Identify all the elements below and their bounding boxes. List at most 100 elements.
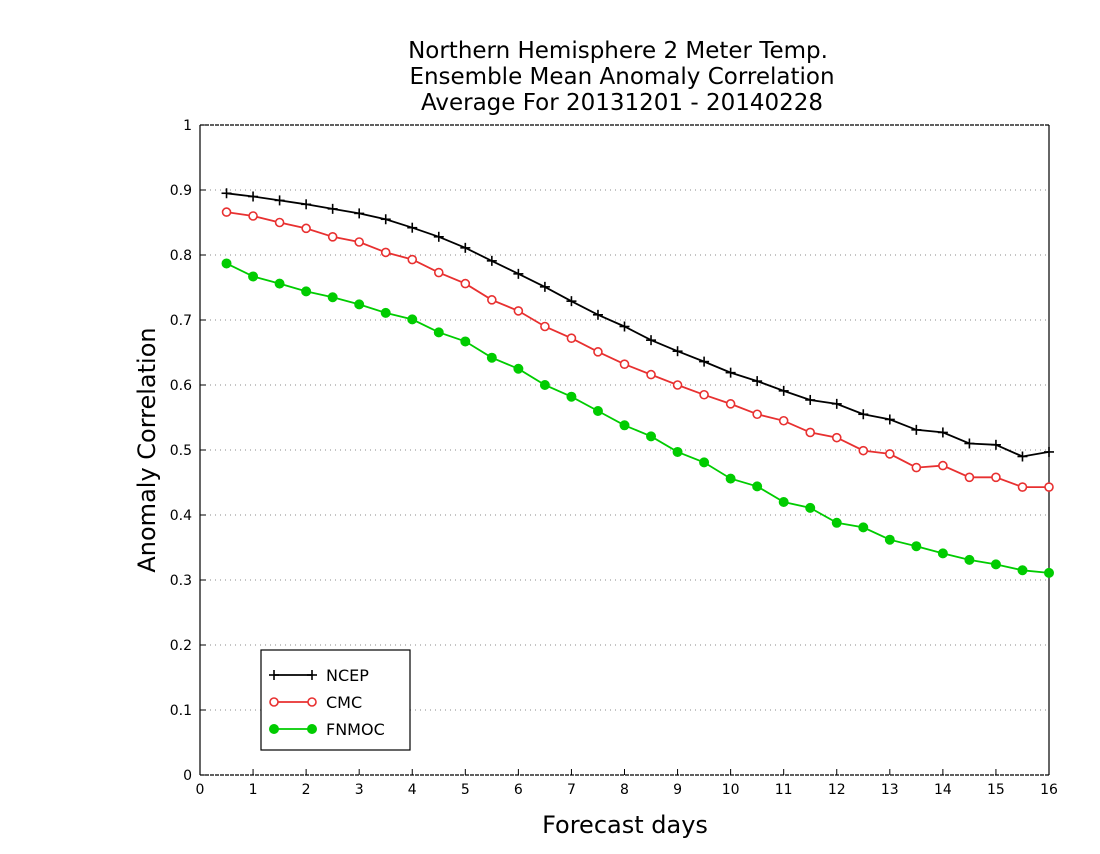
data-point-cmc-4 (327, 232, 338, 242)
data-point-fnmoc-15 (619, 420, 630, 431)
data-point-cmc-11 (513, 306, 524, 316)
data-point-fnmoc-2 (274, 278, 285, 289)
data-point-cmc-6 (380, 247, 391, 258)
data-point-fnmoc-4 (327, 292, 338, 303)
data-point-ncep-19 (725, 367, 736, 378)
data-point-cmc-15 (619, 359, 630, 370)
data-point-cmc-5 (354, 237, 364, 247)
data-point-fnmoc-17 (672, 446, 683, 457)
data-point-cmc-19 (725, 399, 736, 409)
legend-marker-start-fnmoc (269, 724, 279, 734)
y-tick-label-9: 0.9 (170, 183, 192, 199)
y-tick-label-8: 0.8 (170, 248, 192, 264)
x-tick-label-8: 8 (620, 782, 629, 798)
data-point-cmc-25 (885, 449, 895, 459)
data-point-ncep-1 (248, 191, 259, 202)
y-tick-label-3: 0.3 (170, 573, 192, 589)
data-point-ncep-16 (646, 335, 657, 346)
x-tick-label-10: 10 (722, 782, 740, 798)
series-line-fnmoc (226, 262, 1050, 574)
x-tick-label-5: 5 (461, 782, 470, 798)
data-point-ncep-26 (911, 424, 922, 435)
series-cmc (221, 207, 1054, 492)
legend-marker-start-ncep (269, 670, 279, 680)
data-point-cmc-21 (778, 415, 789, 426)
data-point-fnmoc-13 (566, 391, 577, 402)
gridlines (200, 189, 1049, 711)
data-point-cmc-10 (487, 295, 497, 305)
legend-box (260, 649, 411, 751)
data-point-fnmoc-5 (354, 299, 365, 310)
legend-label-ncep: NCEP (326, 666, 369, 685)
data-point-fnmoc-26 (911, 541, 922, 552)
data-point-ncep-31 (1044, 446, 1054, 457)
data-point-fnmoc-23 (831, 517, 842, 528)
data-point-cmc-28 (964, 472, 975, 483)
y-tick-label-0: 0 (183, 768, 192, 784)
data-point-ncep-7 (407, 222, 418, 233)
data-point-ncep-14 (592, 309, 603, 320)
data-point-ncep-0 (221, 188, 232, 199)
y-axis-ticks: 0 0.1 0.2 0.3 0.4 0.5 0.6 0.7 0.8 0.9 1 (170, 118, 206, 784)
data-point-ncep-6 (380, 214, 391, 225)
x-tick-label-13: 13 (881, 782, 899, 798)
data-point-fnmoc-18 (699, 457, 710, 468)
x-axis-label: Forecast days (542, 811, 708, 839)
y-tick-label-4: 0.4 (170, 508, 192, 524)
data-point-fnmoc-28 (964, 554, 975, 565)
data-point-fnmoc-11 (513, 363, 524, 374)
data-point-cmc-16 (646, 369, 656, 380)
data-point-fnmoc-30 (1017, 565, 1028, 576)
x-axis-ticks: 0 1 2 3 4 5 6 7 8 9 10 11 12 13 14 15 16 (196, 769, 1058, 798)
data-point-ncep-17 (672, 346, 683, 357)
x-tick-label-15: 15 (987, 782, 1005, 798)
data-point-ncep-27 (937, 427, 948, 438)
series (221, 188, 1054, 578)
chart-title-line-2: Ensemble Mean Anomaly Correlation (409, 64, 834, 90)
legend-marker-start-cmc (269, 697, 279, 707)
data-point-ncep-9 (460, 242, 471, 253)
series-fnmoc (221, 258, 1054, 578)
x-tick-label-6: 6 (514, 782, 523, 798)
data-point-ncep-23 (831, 398, 842, 409)
data-point-fnmoc-7 (407, 314, 418, 325)
data-point-cmc-3 (301, 223, 311, 234)
x-tick-label-11: 11 (775, 782, 793, 798)
x-tick-label-0: 0 (196, 782, 205, 798)
data-point-cmc-27 (938, 460, 948, 471)
data-point-ncep-21 (778, 385, 789, 396)
data-point-fnmoc-29 (990, 559, 1001, 570)
data-point-cmc-29 (991, 472, 1001, 483)
data-point-cmc-31 (1044, 482, 1054, 492)
data-point-fnmoc-19 (725, 473, 736, 484)
legend-label-fnmoc: FNMOC (326, 720, 385, 739)
data-point-cmc-17 (672, 380, 683, 390)
data-point-fnmoc-21 (778, 497, 789, 507)
data-point-cmc-0 (221, 207, 232, 217)
legend-marker-end-ncep (307, 670, 317, 680)
chart-title-line-1: Northern Hemisphere 2 Meter Temp. (408, 38, 828, 64)
data-point-ncep-11 (513, 268, 524, 279)
x-tick-label-2: 2 (302, 782, 311, 798)
legend-item-fnmoc: FNMOC (269, 720, 385, 739)
y-tick-label-1: 0.1 (170, 703, 192, 719)
data-point-ncep-13 (566, 296, 577, 307)
data-point-ncep-4 (327, 203, 338, 214)
data-point-fnmoc-31 (1044, 567, 1054, 578)
legend-item-cmc: CMC (269, 693, 362, 712)
data-point-fnmoc-0 (221, 258, 232, 269)
x-tick-label-12: 12 (828, 782, 846, 798)
data-point-fnmoc-20 (752, 481, 763, 492)
x-tick-label-1: 1 (249, 782, 258, 798)
data-point-fnmoc-3 (301, 286, 312, 297)
data-point-ncep-30 (1017, 451, 1028, 462)
series-ncep (221, 188, 1054, 462)
legend: NCEP CMC FNMOC (260, 649, 411, 751)
data-point-cmc-23 (831, 432, 842, 443)
data-point-fnmoc-27 (937, 548, 948, 559)
data-point-fnmoc-14 (592, 406, 603, 416)
x-tick-label-14: 14 (934, 782, 952, 798)
series-line-cmc (226, 211, 1049, 489)
data-point-cmc-2 (274, 217, 285, 228)
